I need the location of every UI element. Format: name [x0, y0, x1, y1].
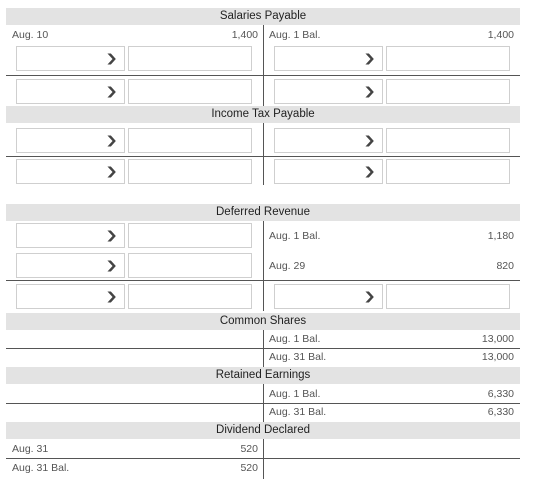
- credit-account-select[interactable]: ❯: [274, 79, 383, 104]
- chevron-down-icon: ❯: [362, 86, 376, 98]
- credit-account-select[interactable]: ❯: [274, 128, 383, 153]
- debit-account-select[interactable]: ❯: [16, 46, 125, 71]
- chevron-down-icon: ❯: [104, 260, 118, 272]
- debit-date-label: Aug. 31 Bal.: [12, 462, 70, 474]
- credit-amount-input[interactable]: [386, 79, 510, 104]
- credit-date-label: Aug. 1 Bal.: [269, 333, 321, 345]
- debit-amount-input[interactable]: [128, 128, 252, 153]
- credit-date-label: Aug. 29: [269, 260, 306, 272]
- credit-amount: 1,400: [487, 29, 514, 41]
- debit-amount-input[interactable]: [128, 46, 252, 71]
- salaries-payable-account: Salaries Payable Aug. 10 1,400 Aug. 1 Ba…: [6, 8, 520, 108]
- common-shares-account: Common Shares Aug. 1 Bal. 13,000 Aug. 31…: [6, 313, 520, 367]
- chevron-down-icon: ❯: [104, 166, 118, 178]
- credit-date-label: Aug. 1 Bal.: [269, 29, 321, 41]
- debit-amount: 520: [240, 462, 258, 474]
- debit-amount-input[interactable]: [128, 79, 252, 104]
- credit-amount: 13,000: [481, 351, 514, 363]
- debit-account-select[interactable]: ❯: [16, 223, 125, 248]
- debit-amount: 520: [240, 443, 258, 455]
- credit-account-select[interactable]: ❯: [274, 46, 383, 71]
- chevron-down-icon: ❯: [104, 53, 118, 65]
- credit-account-select[interactable]: ❯: [274, 284, 383, 309]
- chevron-down-icon: ❯: [104, 230, 118, 242]
- chevron-down-icon: ❯: [104, 86, 118, 98]
- debit-amount-input[interactable]: [128, 253, 252, 278]
- credit-amount: 820: [496, 260, 514, 272]
- chevron-down-icon: ❯: [362, 53, 376, 65]
- credit-amount-input[interactable]: [386, 159, 510, 184]
- account-title: Common Shares: [6, 313, 520, 330]
- retained-earnings-account: Retained Earnings Aug. 1 Bal. 6,330 Aug.…: [6, 367, 520, 422]
- credit-amount: 6,330: [487, 406, 514, 418]
- debit-account-select[interactable]: ❯: [16, 253, 125, 278]
- credit-date-label: Aug. 31 Bal.: [269, 406, 327, 418]
- credit-amount-input[interactable]: [386, 46, 510, 71]
- income-tax-payable-account: Income Tax Payable ❯ ❯ ❯ ❯: [6, 106, 520, 188]
- dividend-declared-account: Dividend Declared Aug. 31 520 Aug. 31 Ba…: [6, 422, 520, 479]
- debit-account-select[interactable]: ❯: [16, 284, 125, 309]
- account-title: Salaries Payable: [6, 8, 520, 25]
- debit-date-label: Aug. 10: [12, 29, 49, 41]
- credit-amount: 13,000: [481, 333, 514, 345]
- account-title: Retained Earnings: [6, 367, 520, 384]
- debit-amount: 1,400: [231, 29, 258, 41]
- credit-account-select[interactable]: ❯: [274, 159, 383, 184]
- account-title: Income Tax Payable: [6, 106, 520, 123]
- debit-account-select[interactable]: ❯: [16, 128, 125, 153]
- chevron-down-icon: ❯: [362, 291, 376, 303]
- credit-amount-input[interactable]: [386, 128, 510, 153]
- account-title: Deferred Revenue: [6, 204, 520, 221]
- credit-amount-input[interactable]: [386, 284, 510, 309]
- debit-date-label: Aug. 31: [12, 443, 49, 455]
- debit-amount-input[interactable]: [128, 223, 252, 248]
- chevron-down-icon: ❯: [362, 166, 376, 178]
- chevron-down-icon: ❯: [104, 291, 118, 303]
- credit-amount: 6,330: [487, 388, 514, 400]
- debit-account-select[interactable]: ❯: [16, 159, 125, 184]
- debit-amount-input[interactable]: [128, 159, 252, 184]
- debit-account-select[interactable]: ❯: [16, 79, 125, 104]
- chevron-down-icon: ❯: [362, 135, 376, 147]
- deferred-revenue-account: Deferred Revenue ❯ Aug. 1 Bal. 1,180 ❯ A…: [6, 204, 520, 311]
- account-title: Dividend Declared: [6, 422, 520, 439]
- credit-date-label: Aug. 1 Bal.: [269, 230, 321, 242]
- credit-date-label: Aug. 1 Bal.: [269, 388, 321, 400]
- chevron-down-icon: ❯: [104, 135, 118, 147]
- credit-date-label: Aug. 31 Bal.: [269, 351, 327, 363]
- credit-amount: 1,180: [487, 230, 514, 242]
- debit-amount-input[interactable]: [128, 284, 252, 309]
